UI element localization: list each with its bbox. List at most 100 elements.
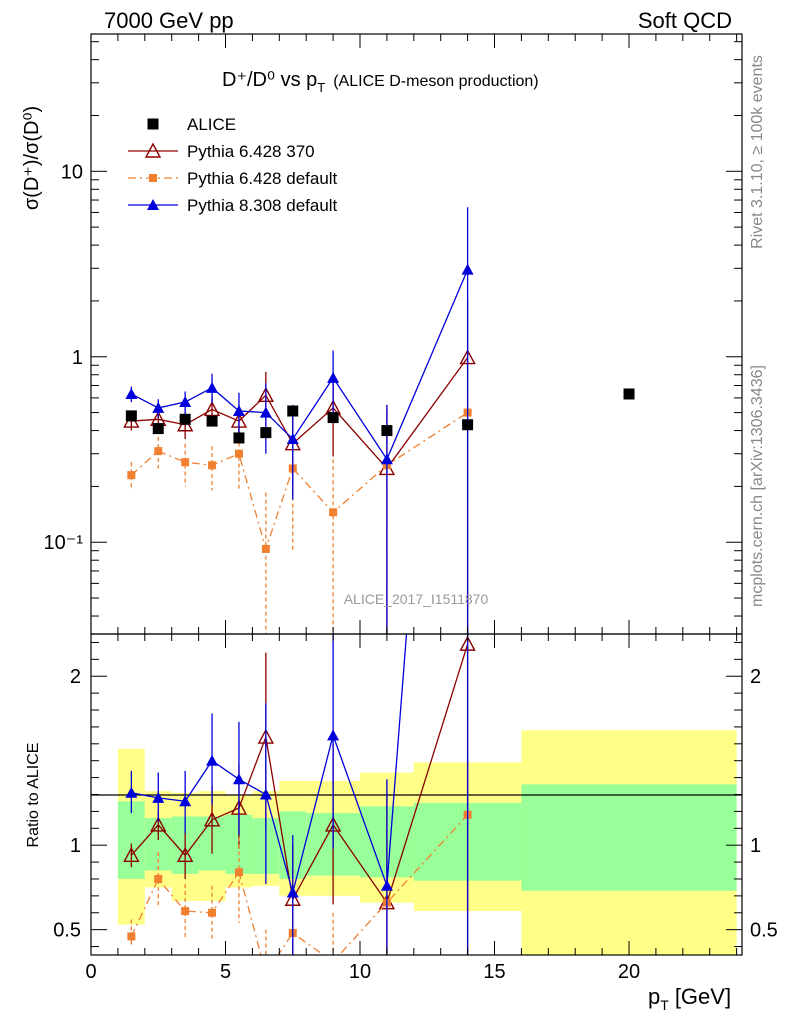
x-tick-label-15: 15 <box>483 961 505 983</box>
y-tick-label-main-10: 10 <box>61 161 83 183</box>
main-point-pythia-8-308-default-3 <box>206 381 219 393</box>
ratio-point-pythia-6-428-370-3 <box>203 811 221 827</box>
main-point-pythia-8-308-default-8 <box>380 453 393 465</box>
axes: 0 5 10 15 20 10⁻¹ 1 10 0.5 0.5 1 1 2 2 <box>44 34 778 983</box>
legend-label-pythia-6-428-370: Pythia 6.428 370 <box>187 142 315 161</box>
y-tick-label-main-1: 1 <box>72 347 83 369</box>
main-point-pythia-8-308-default-6 <box>286 433 299 445</box>
legend-item-pythia-6-428-370: Pythia 6.428 370 <box>128 142 315 161</box>
main-point-alice-2 <box>179 413 191 425</box>
main-point-pythia-6-428-default-1 <box>154 447 163 456</box>
rivet-version-label: Rivet 3.1.10, ≥ 100k events <box>749 55 766 249</box>
main-point-pythia-8-308-default-9 <box>461 263 474 275</box>
plot-title-main: D⁺/D⁰ vs p <box>222 69 317 91</box>
main-point-alice-3 <box>206 415 218 427</box>
ratio-point-pythia-8-308-default-3 <box>206 754 219 766</box>
main-point-alice-6 <box>287 405 299 417</box>
main-series-pythia-6-428-370 <box>123 300 476 634</box>
ratio-point-pythia-6-428-370-2 <box>176 846 194 863</box>
main-point-alice-8 <box>381 425 393 437</box>
main-point-pythia-6-428-default-4 <box>234 449 243 458</box>
main-point-pythia-6-428-370-3 <box>203 400 221 417</box>
y-tick-label-ratio-left-0-5: 0.5 <box>53 920 81 942</box>
header-process-label: Soft QCD <box>638 8 732 33</box>
main-point-alice-4 <box>233 432 245 444</box>
main-point-pythia-8-308-default-0 <box>125 387 138 399</box>
x-axis-label-unit: [GeV] <box>675 984 731 1009</box>
ratio-point-pythia-6-428-default-4 <box>234 868 243 877</box>
ratio-line-pythia-8-308-default <box>131 634 408 896</box>
ratio-point-pythia-8-308-default-1 <box>152 791 165 803</box>
x-tick-label-0: 0 <box>85 961 96 983</box>
legend-label-pythia-8-308-default: Pythia 8.308 default <box>187 196 338 215</box>
main-line-pythia-8-308-default <box>131 269 469 461</box>
y-axis-label-main: σ(D⁺)/σ(D⁰) <box>21 106 43 210</box>
ratio-point-pythia-8-308-default-2 <box>179 795 192 807</box>
legend-item-pythia-8-308-default: Pythia 8.308 default <box>128 196 338 215</box>
main-series-pythia-8-308-default <box>125 207 474 634</box>
main-point-pythia-8-308-default-7 <box>327 371 340 383</box>
main-point-pythia-8-308-default-1 <box>152 401 165 413</box>
y-tick-label-main-0-1: 10⁻¹ <box>44 532 84 554</box>
legend-item-pythia-6-428-default: Pythia 6.428 default <box>128 169 338 188</box>
x-tick-label-5: 5 <box>220 961 231 983</box>
main-point-pythia-6-428-default-2 <box>181 458 190 467</box>
x-tick-label-10: 10 <box>349 961 371 983</box>
y-tick-label-ratio-left-2: 2 <box>70 666 81 688</box>
ratio-line-pythia-6-428-370 <box>130 643 469 905</box>
main-point-pythia-6-428-default-5 <box>261 544 270 553</box>
y-tick-label-ratio-right-1: 1 <box>750 835 761 857</box>
legend-item-alice: ALICE <box>147 115 236 134</box>
ratio-panel-frame <box>90 633 743 956</box>
main-point-pythia-6-428-default-7 <box>329 508 338 517</box>
x-axis-label: pT [GeV] <box>648 984 731 1013</box>
main-point-pythia-8-308-default-4 <box>232 405 245 417</box>
main-point-pythia-6-428-default-3 <box>208 461 217 470</box>
y-tick-label-ratio-left-1: 1 <box>70 835 81 857</box>
x-axis-label-p: p <box>648 984 660 1009</box>
x-tick-label-20: 20 <box>618 961 640 983</box>
main-point-alice-1 <box>152 423 164 435</box>
ratio-point-pythia-6-428-default-1 <box>154 874 163 883</box>
ratio-point-pythia-8-308-default-6 <box>286 886 299 898</box>
ratio-line-pythia-6-428-default <box>130 814 469 955</box>
main-point-alice-7 <box>327 412 339 424</box>
plot-title: D⁺/D⁰ vs pT (ALICE D-meson production) <box>222 69 539 95</box>
main-series-alice <box>125 388 635 444</box>
ratio-point-pythia-8-308-default-7 <box>327 729 340 741</box>
main-point-pythia-6-428-default-0 <box>127 471 136 480</box>
band-green-10 <box>521 784 737 891</box>
legend-label-pythia-6-428-default: Pythia 6.428 default <box>187 169 338 188</box>
main-point-alice-0 <box>125 410 137 422</box>
y-axis-label-ratio: Ratio to ALICE <box>25 743 42 848</box>
main-panel-data <box>123 207 635 634</box>
y-tick-label-ratio-right-0-5: 0.5 <box>750 920 778 942</box>
ratio-point-pythia-6-428-370-1 <box>150 816 167 832</box>
legend: ALICE Pythia 6.428 370 Pythia 6.428 defaul… <box>128 115 338 215</box>
main-line-pythia-6-428-default <box>130 412 468 552</box>
ratio-point-pythia-6-428-default-0 <box>127 932 136 941</box>
ratio-point-pythia-8-308-default-0 <box>125 786 138 798</box>
ratio-series-pythia-8-308-default <box>125 634 469 955</box>
ratio-point-pythia-6-428-default-5 <box>262 970 270 978</box>
main-point-pythia-8-308-default-5 <box>259 406 272 418</box>
legend-label-alice: ALICE <box>187 115 236 134</box>
ratio-point-pythia-8-308-default-4 <box>232 773 245 785</box>
main-point-pythia-8-308-default-2 <box>179 396 192 408</box>
x-axis-label-subscript: T <box>660 997 669 1013</box>
analysis-watermark: ALICE_2017_I1511870 <box>344 591 489 607</box>
main-point-alice-5 <box>260 427 272 439</box>
ratio-point-pythia-8-308-default-8 <box>380 879 393 891</box>
ratio-point-pythia-8-308-default-5 <box>259 788 272 800</box>
legend-marker-pythia-6-428-default <box>149 174 157 182</box>
header-collision-label: 7000 GeV pp <box>104 8 234 33</box>
source-label: mcplots.cern.ch [arXiv:1306.3436] <box>749 365 766 607</box>
y-tick-label-ratio-right-2: 2 <box>750 666 761 688</box>
legend-marker-pythia-6-428-370 <box>144 142 162 158</box>
plot-title-subscript: T <box>317 80 325 95</box>
legend-marker-alice <box>147 118 159 130</box>
main-point-alice-9 <box>462 419 474 431</box>
ratio-point-pythia-6-428-default-3 <box>208 908 217 917</box>
